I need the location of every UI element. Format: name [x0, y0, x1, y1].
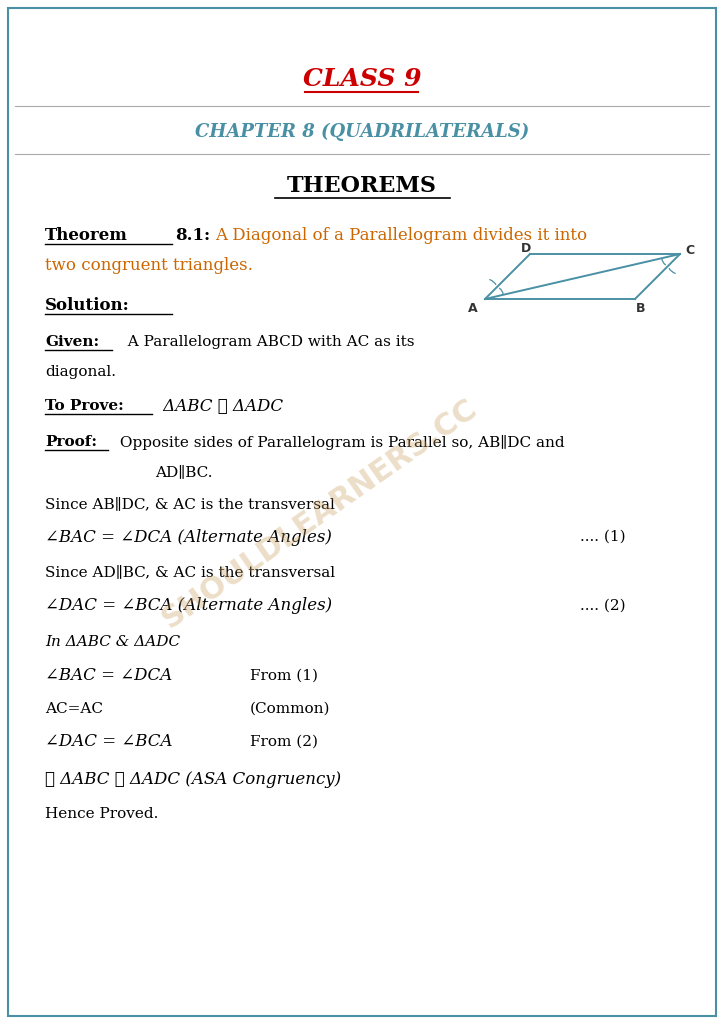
Text: From (1): From (1) [250, 669, 318, 683]
Text: (Common): (Common) [250, 702, 330, 716]
FancyBboxPatch shape [8, 8, 716, 1016]
Text: SHOULDLEARNERS.CC: SHOULDLEARNERS.CC [157, 394, 483, 634]
Text: .... (1): .... (1) [580, 530, 626, 544]
Text: 8.1:: 8.1: [175, 227, 210, 245]
Text: From (2): From (2) [250, 735, 318, 749]
Text: Proof:: Proof: [45, 435, 97, 449]
Text: A: A [468, 302, 478, 315]
Text: A Parallelogram ABCD with AC as its: A Parallelogram ABCD with AC as its [118, 335, 415, 349]
Text: Hence Proved.: Hence Proved. [45, 807, 159, 821]
Text: ∠BAC = ∠DCA: ∠BAC = ∠DCA [45, 668, 172, 684]
Text: Since AB∥DC, & AC is the transversal: Since AB∥DC, & AC is the transversal [45, 497, 335, 511]
Text: two congruent triangles.: two congruent triangles. [45, 257, 253, 274]
Text: Solution:: Solution: [45, 298, 130, 314]
Text: diagonal.: diagonal. [45, 365, 116, 379]
Text: Opposite sides of Parallelogram is Parallel so, AB∥DC and: Opposite sides of Parallelogram is Paral… [115, 434, 565, 450]
Text: C: C [685, 244, 694, 257]
Text: THEOREMS: THEOREMS [287, 175, 437, 197]
Text: D: D [521, 242, 531, 255]
Text: AC=AC: AC=AC [45, 702, 103, 716]
Text: ∴ ΔABC ≅ ΔADC (ASA Congruency): ∴ ΔABC ≅ ΔADC (ASA Congruency) [45, 770, 341, 787]
Text: ∠DAC = ∠BCA (Alternate Angles): ∠DAC = ∠BCA (Alternate Angles) [45, 597, 332, 614]
Text: To Prove:: To Prove: [45, 399, 124, 413]
Text: CLASS 9: CLASS 9 [303, 67, 421, 91]
Text: AD∥BC.: AD∥BC. [155, 465, 213, 479]
Text: CHAPTER 8 (QUADRILATERALS): CHAPTER 8 (QUADRILATERALS) [195, 123, 529, 141]
Text: In ΔABC & ΔADC: In ΔABC & ΔADC [45, 635, 180, 649]
Text: ∠BAC = ∠DCA (Alternate Angles): ∠BAC = ∠DCA (Alternate Angles) [45, 528, 332, 546]
Text: ∠DAC = ∠BCA: ∠DAC = ∠BCA [45, 733, 172, 751]
Text: A Diagonal of a Parallelogram divides it into: A Diagonal of a Parallelogram divides it… [215, 227, 587, 245]
Text: Since AD∥BC, & AC is the transversal: Since AD∥BC, & AC is the transversal [45, 565, 335, 579]
Text: ΔABC ≅ ΔADC: ΔABC ≅ ΔADC [158, 397, 283, 415]
Text: .... (2): .... (2) [580, 599, 626, 613]
Text: Given:: Given: [45, 335, 99, 349]
Text: B: B [636, 302, 646, 315]
Text: Theorem: Theorem [45, 227, 128, 245]
